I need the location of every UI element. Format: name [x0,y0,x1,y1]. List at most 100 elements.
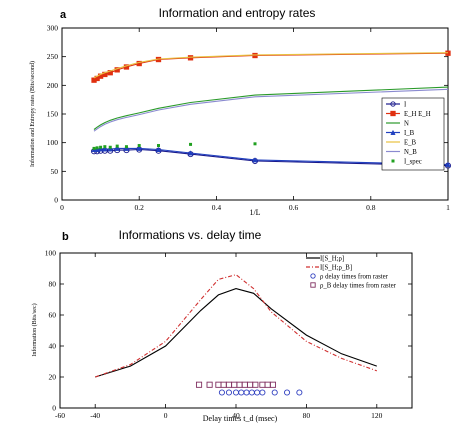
data-point [264,381,271,388]
data-point [102,146,108,152]
data-point [269,381,277,388]
x-tick-label: 0 [164,411,168,420]
y-tick-label: 0 [52,404,56,413]
series-line [93,88,449,132]
legend-label: ρ_B delay times from raster [320,283,397,290]
panel-a-x-label: 1/L [249,208,260,217]
legend-label: I [404,102,407,109]
data-point [97,146,104,152]
data-point [136,145,142,151]
series-line [93,52,449,81]
data-point [206,381,213,388]
y-tick-label: 50 [51,167,59,176]
data-point [252,52,258,59]
data-point [94,146,100,152]
series-line [93,52,449,79]
legend-item: I [386,101,407,109]
data-point [247,381,254,388]
legend-label: N [404,121,409,128]
data-point [231,381,238,388]
panel-b-label: b [62,231,69,243]
series-2 [93,86,449,130]
data-point [254,389,261,396]
data-point [195,381,203,388]
data-point [187,150,194,156]
series-line [95,288,377,378]
legend-item: I_B [386,129,415,137]
data-point [238,389,245,396]
y-tick-label: 0 [54,196,58,205]
data-point [99,145,103,149]
series-3 [91,145,451,167]
y-tick-label: 60 [49,311,57,320]
panel-a-series [90,50,452,169]
data-point [137,144,141,148]
data-point [296,389,303,396]
series-5 [93,88,449,132]
panel-a-y-label: Information and Entropy rates (Bits/seco… [29,61,36,167]
data-point [157,144,160,148]
panel-a: a Information and entropy rates 0 50 100 15… [29,6,452,217]
data-point [252,381,259,388]
panel-a-label: a [60,9,67,21]
panel-a-y-axis: 0 50 100 150 200 250 300 [47,24,448,205]
data-point [189,142,193,146]
legend-marker [391,159,395,163]
x-tick-label: 0.6 [289,203,299,212]
data-point [220,381,227,388]
data-point [155,146,162,152]
series-line [93,86,449,130]
y-tick-label: 200 [47,81,59,90]
data-point [225,381,233,388]
x-tick-label: 0.8 [366,203,376,212]
legend-label: N_B [404,149,417,156]
series-line [95,274,377,378]
panel-a-title: Information and entropy rates [159,6,316,20]
data-point [95,146,99,150]
legend-label: I[S_H;ρ_B] [320,265,352,272]
y-tick-label: 100 [47,138,59,147]
data-point [215,381,222,388]
panel-b-x-axis: -60 -40 0 40 80 120 [55,253,383,420]
data-point [114,145,120,151]
legend-item: N [386,121,409,128]
y-tick-label: 20 [49,373,57,382]
data-point [108,145,112,149]
panel-b-y-axis: 0 20 40 60 80 100 [45,249,412,413]
legend-marker [390,101,396,107]
y-tick-label: 80 [49,280,57,289]
panel-b-x-label: Delay times t_d (msec) [203,414,278,423]
series-1 [95,274,377,378]
legend-label: I[S_H;ρ] [320,256,344,263]
legend-item: N_B [386,149,417,156]
x-tick-label: -60 [55,411,65,420]
legend-item: ρ delay times from raster [310,273,389,281]
series-2 [218,389,303,396]
data-point [243,389,250,396]
panel-b-y-label: Information (Bits/sec) [31,303,38,356]
data-point [271,389,278,396]
data-point [252,157,258,163]
panel-b-title: Informations vs. delay time [119,228,262,242]
data-point [248,389,255,396]
legend-item: E_B [386,140,417,147]
data-point [445,161,451,167]
legend-marker [390,129,396,135]
data-point [225,389,233,396]
legend-label: I_spec [404,159,422,166]
y-tick-label: 300 [47,24,59,33]
series-3 [195,381,277,388]
legend-label: E_B [404,140,417,147]
series-1 [91,50,451,83]
data-point [241,381,248,388]
x-tick-label: 80 [303,411,311,420]
data-point [232,389,240,396]
x-tick-label: 0.2 [135,203,145,212]
data-point [92,146,96,150]
x-tick-label: -40 [90,411,100,420]
legend-item: I[S_H;ρ_B] [306,265,352,272]
legend-item: E_H E_H [386,110,431,118]
series-4 [93,52,449,79]
x-tick-label: 40 [232,411,240,420]
